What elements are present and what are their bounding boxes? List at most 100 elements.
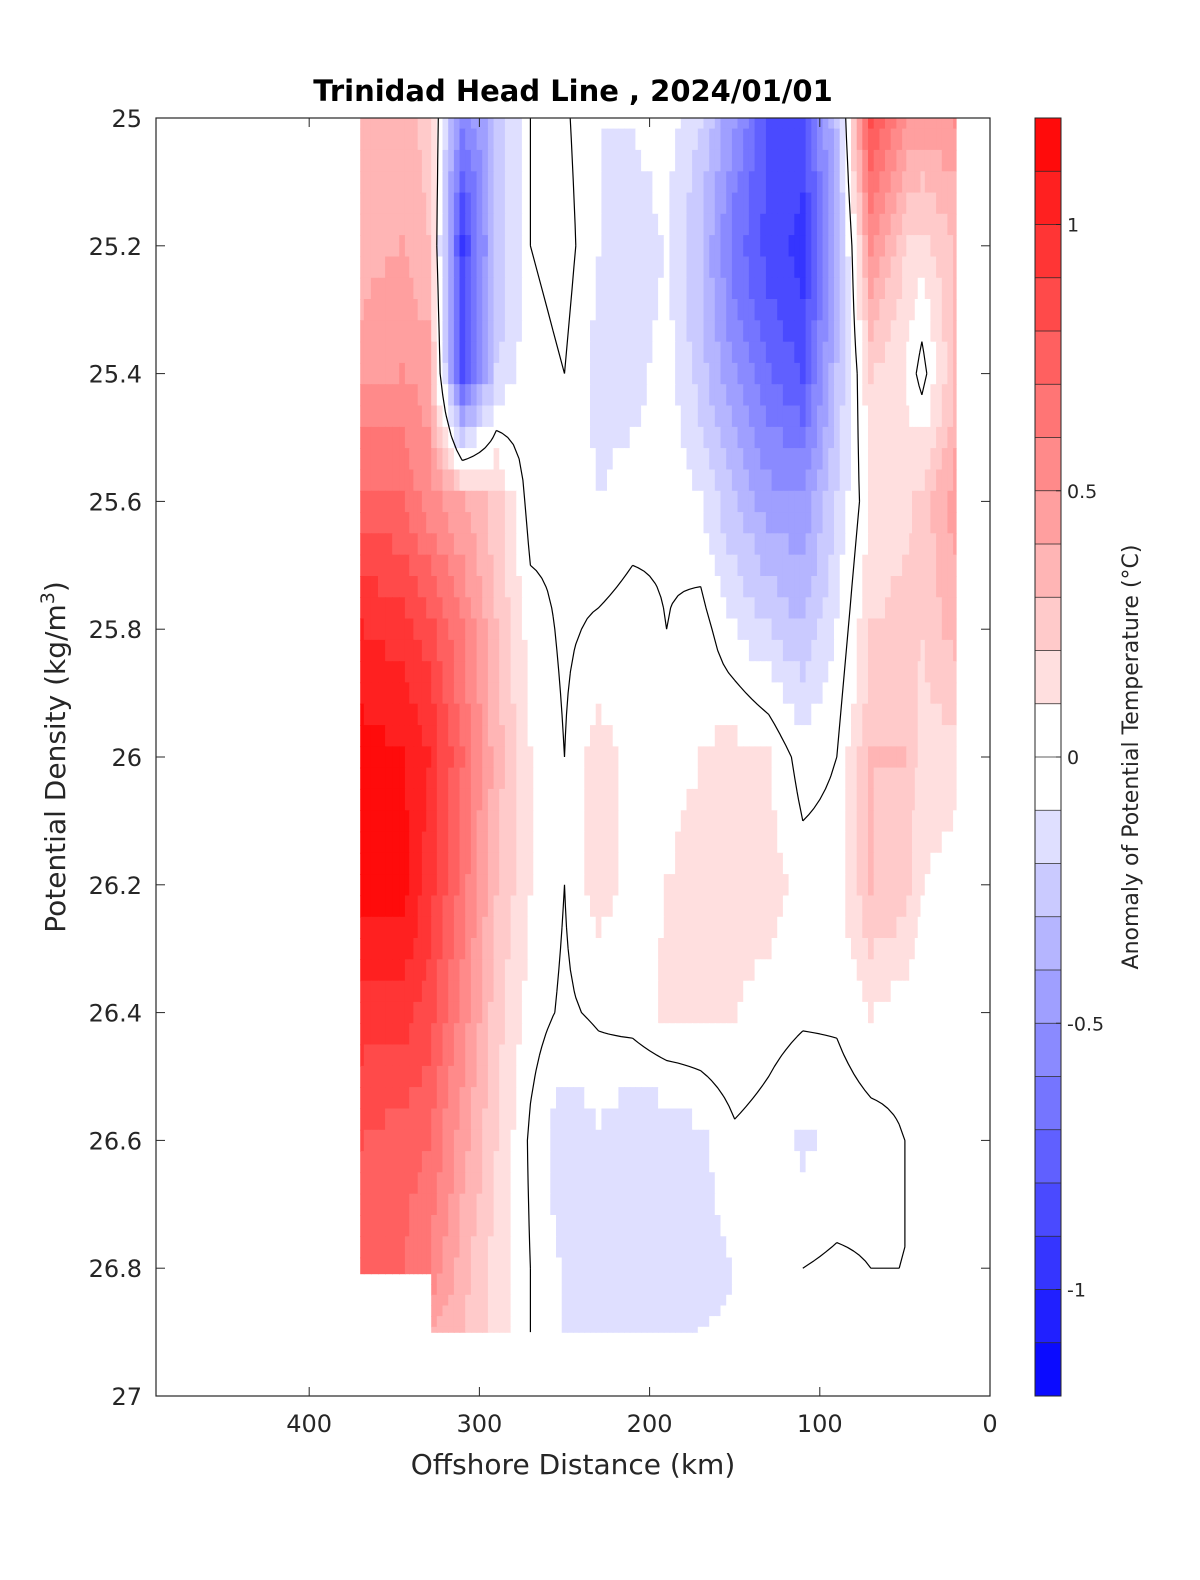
anomaly-cell: [760, 533, 767, 556]
anomaly-cell: [590, 405, 597, 428]
anomaly-cell: [442, 235, 449, 258]
anomaly-cell: [431, 831, 438, 854]
anomaly-cell: [578, 490, 586, 513]
anomaly-cell: [360, 725, 365, 748]
anomaly-cell: [448, 256, 455, 279]
anomaly-cell: [392, 959, 400, 982]
anomaly-cell: [851, 490, 858, 513]
anomaly-cell: [697, 128, 705, 151]
anomaly-cell: [760, 810, 767, 833]
anomaly-cell: [885, 490, 892, 513]
anomaly-cell: [476, 895, 483, 918]
anomaly-cell: [590, 576, 597, 598]
anomaly-cell: [936, 490, 943, 513]
anomaly-cell: [590, 128, 597, 151]
anomaly-cell: [914, 341, 919, 364]
anomaly-cell: [584, 980, 591, 1003]
anomaly-cell: [459, 639, 466, 662]
anomaly-cell: [902, 213, 908, 236]
anomaly-cell: [692, 980, 699, 1003]
anomaly-cell: [788, 618, 795, 641]
anomaly-cell: [590, 703, 597, 726]
anomaly-cell: [885, 512, 892, 535]
anomaly-cell: [417, 426, 423, 449]
anomaly-cell: [417, 533, 423, 556]
anomaly-cell: [539, 512, 546, 535]
anomaly-cell: [680, 703, 688, 726]
anomaly-cell: [896, 192, 903, 215]
anomaly-cell: [822, 128, 829, 151]
anomaly-cell: [516, 341, 523, 364]
anomaly-cell: [413, 682, 419, 705]
anomaly-cell: [686, 426, 693, 449]
anomaly-cell: [601, 1044, 608, 1067]
anomaly-cell: [811, 874, 818, 897]
anomaly-cell: [561, 938, 569, 960]
anomaly-cell: [601, 959, 608, 982]
anomaly-cell: [703, 788, 710, 811]
anomaly-cell: [436, 405, 444, 428]
anomaly-cell: [624, 576, 631, 598]
anomaly-cell: [476, 128, 483, 151]
anomaly-cell: [442, 533, 449, 556]
anomaly-cell: [941, 597, 949, 620]
anomaly-cell: [669, 1023, 676, 1046]
anomaly-cell: [421, 512, 427, 535]
anomaly-cell: [686, 1001, 693, 1024]
anomaly-cell: [385, 128, 393, 151]
anomaly-cell: [378, 1065, 386, 1088]
anomaly-cell: [714, 874, 722, 897]
anomaly-cell: [595, 213, 603, 236]
anomaly-cell: [924, 980, 932, 1003]
anomaly-cell: [360, 767, 365, 790]
anomaly-cell: [521, 938, 529, 960]
anomaly-cell: [601, 512, 608, 535]
anomaly-cell: [584, 277, 591, 300]
anomaly-cell: [697, 682, 705, 705]
anomaly-cell: [703, 916, 710, 939]
anomaly-cell: [941, 1023, 949, 1046]
anomaly-cell: [360, 277, 365, 300]
anomaly-cell: [392, 235, 400, 258]
anomaly-cell: [703, 149, 710, 172]
anomaly-cell: [896, 682, 903, 705]
anomaly-cell: [578, 118, 586, 130]
anomaly-cell: [595, 1065, 603, 1088]
anomaly-cell: [760, 171, 767, 194]
anomaly-cell: [556, 1065, 563, 1088]
anomaly-cell: [726, 192, 733, 215]
anomaly-cell: [417, 320, 423, 343]
anomaly-cell: [669, 277, 676, 300]
anomaly-cell: [499, 1023, 506, 1046]
anomaly-cell: [856, 256, 864, 279]
anomaly-cell: [743, 767, 750, 790]
anomaly-cell: [675, 1023, 682, 1046]
anomaly-cell: [805, 703, 812, 726]
anomaly-cell: [442, 1044, 449, 1067]
anomaly-cell: [601, 831, 608, 854]
anomaly-cell: [912, 149, 916, 172]
anomaly-cell: [726, 703, 733, 726]
anomaly-cell: [392, 469, 400, 492]
anomaly-cell: [845, 703, 852, 726]
anomaly-cell: [754, 1044, 761, 1067]
anomaly-cell: [754, 661, 761, 684]
anomaly-cell: [845, 916, 852, 939]
anomaly-cell: [652, 118, 659, 130]
anomaly-cell: [601, 682, 608, 705]
anomaly-cell: [845, 597, 852, 620]
anomaly-cell: [399, 874, 406, 897]
anomaly-cell: [686, 788, 693, 811]
anomaly-cell: [521, 128, 529, 151]
anomaly-cell: [720, 1001, 727, 1024]
anomaly-cell: [782, 1001, 790, 1024]
anomaly-cell: [595, 916, 603, 939]
anomaly-cell: [794, 597, 801, 620]
anomaly-cell: [794, 149, 801, 172]
anomaly-cell: [896, 938, 903, 960]
anomaly-cell: [601, 916, 608, 939]
anomaly-cell: [516, 1044, 523, 1067]
anomaly-cell: [476, 938, 483, 960]
anomaly-cell: [527, 810, 534, 833]
anomaly-cell: [652, 682, 659, 705]
